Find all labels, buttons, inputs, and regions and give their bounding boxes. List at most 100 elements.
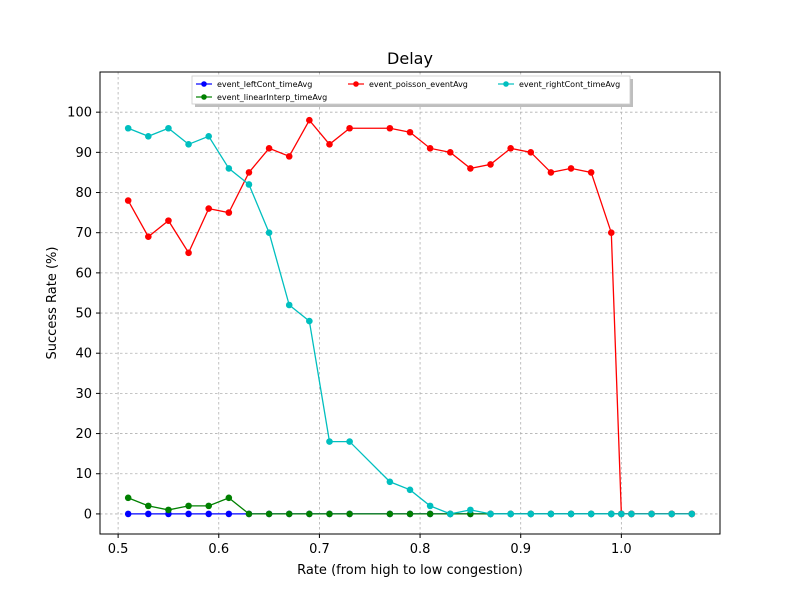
data-point [225,494,233,502]
data-point [547,510,555,518]
y-tick-label: 40 [75,347,92,362]
data-point [185,510,192,518]
legend-marker [503,81,509,87]
data-point [527,510,535,518]
data-point [285,301,293,309]
data-point [507,145,514,152]
legend-label: event_leftCont_timeAvg [217,80,312,89]
data-point [145,510,152,518]
data-point [326,141,333,148]
data-point [205,510,213,518]
data-point [618,510,625,518]
data-point [205,205,213,212]
data-point [165,217,172,224]
y-tick-label: 0 [84,507,92,522]
plot-frame [99,71,721,535]
legend-item: event_leftCont_timeAvg [196,80,312,89]
legend-box [191,75,631,105]
legend-marker [201,94,207,100]
data-point [285,153,293,160]
y-tick-label: 90 [75,146,92,161]
series-lines [124,116,696,518]
data-point [124,510,132,518]
data-point [245,510,253,518]
data-point [145,132,152,140]
data-point [467,506,474,514]
data-point [628,510,635,518]
data-point [124,494,132,502]
data-point [567,510,575,518]
legend-label: event_rightCont_timeAvg [519,80,620,89]
data-point [406,510,414,518]
data-point [205,132,213,140]
x-tick-label: 1.0 [611,542,632,557]
series-event_poisson_eventAvg [124,116,696,518]
data-point [145,502,152,510]
data-point [607,229,615,236]
x-tick-label: 0.5 [108,542,129,557]
y-tick-label: 20 [75,427,92,442]
y-tick-label: 80 [75,186,92,201]
data-point [124,124,132,132]
y-axis-label: Success Rate (%) [45,247,60,360]
data-point [225,510,233,518]
y-tick-label: 50 [75,307,92,322]
data-point [306,510,313,518]
data-point [487,510,494,518]
x-tick-label: 0.9 [510,542,531,557]
legend-item: event_poisson_eventAvg [348,80,468,89]
data-point [346,438,353,445]
data-point [145,233,152,241]
data-point [225,165,233,172]
data-point [406,486,414,494]
data-point [306,317,313,325]
data-point [346,124,353,132]
data-point [285,510,293,518]
data-point [245,181,253,188]
data-point [668,510,675,518]
data-point [165,124,172,132]
y-tick-label: 10 [75,467,92,482]
x-tick-label: 0.6 [208,542,229,557]
data-point [467,165,474,172]
data-point [265,229,273,236]
legend-label: event_linearInterp_timeAvg [217,93,327,102]
data-point [688,510,696,518]
data-point [205,502,213,510]
chart-title: Delay [387,49,433,68]
data-point [426,510,434,518]
x-tick-label: 0.7 [309,542,330,557]
y-tick-label: 60 [75,266,92,281]
data-point [547,169,555,176]
data-point [386,124,394,132]
data-point [446,510,454,518]
data-point [326,510,333,518]
data-point [185,249,192,257]
y-tick-label: 30 [75,387,92,402]
legend-marker [201,81,207,87]
y-tick-label: 100 [67,106,92,121]
data-point [446,149,454,156]
data-point [607,510,615,518]
data-point [587,169,595,176]
data-point [346,510,353,518]
grid [100,72,720,534]
legend-label: event_poisson_eventAvg [369,80,468,89]
series-event_rightCont_timeAvg [124,124,696,518]
x-tick-label: 0.8 [410,542,431,557]
data-point [265,145,273,152]
legend-marker [353,81,359,87]
data-point [648,510,655,518]
data-point [225,209,233,216]
axis-ticks: 0.5 0.6 0.7 0.8 0.9 1.0 0 10 20 30 40 50 60 70 80 90 100 [67,106,632,557]
data-point [426,502,434,510]
legend-item: event_linearInterp_timeAvg [196,93,327,102]
data-point [265,510,273,518]
data-point [587,510,595,518]
data-point [185,502,192,510]
data-point [386,510,394,518]
data-point [527,149,535,156]
legend: event_leftCont_timeAvg event_linearInterp… [191,75,633,107]
data-point [124,197,132,204]
